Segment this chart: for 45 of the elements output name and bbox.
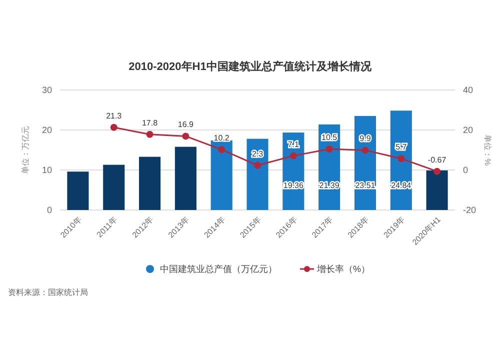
- y2-axis-title: 单位：%: [483, 134, 492, 166]
- y-tick-label: 10: [42, 165, 52, 175]
- y-tick-label: 0: [46, 205, 52, 215]
- bar: [139, 156, 161, 210]
- data-label: 5.7: [396, 142, 408, 152]
- bar: [67, 172, 89, 210]
- y2-tick-label: 0: [463, 165, 468, 175]
- point: [146, 130, 154, 138]
- legend-label: 中国建筑业总产值（万亿元）: [160, 264, 277, 274]
- data-label: 19.36: [283, 181, 304, 190]
- data-label: 7.1: [288, 140, 300, 149]
- y2-tick-label: 20: [463, 125, 474, 135]
- bar: [103, 164, 125, 210]
- bar: [210, 140, 232, 210]
- data-label: 24.84: [391, 181, 412, 190]
- data-label: 16.9: [178, 120, 194, 130]
- point: [182, 132, 190, 140]
- data-label: 21.39: [319, 181, 340, 190]
- y2-tick-label: -20: [463, 205, 476, 215]
- point: [290, 152, 297, 160]
- point: [398, 155, 405, 162]
- y-axis-title: 单位：万亿元: [21, 126, 30, 174]
- point: [254, 162, 261, 169]
- point: [434, 168, 441, 175]
- point: [110, 124, 118, 131]
- data-label: 17.8: [142, 118, 158, 128]
- data-label: 10.2: [214, 134, 230, 143]
- bar: [246, 138, 268, 210]
- data-label: 23.51: [355, 181, 376, 190]
- point: [326, 146, 333, 152]
- chart-title: 2010-2020年H1中国建筑业总产值统计及增长情况: [128, 60, 372, 73]
- data-label: 2.3: [252, 149, 264, 158]
- data-label: 10.5: [322, 133, 338, 142]
- y2-tick-label: 40: [463, 85, 474, 95]
- data-label: -0.67: [428, 155, 447, 164]
- data-label: 9.9: [360, 134, 372, 144]
- bar: [174, 146, 196, 210]
- y-tick-label: 20: [42, 125, 52, 135]
- point: [362, 146, 369, 154]
- point: [218, 146, 226, 154]
- y-tick-label: 30: [42, 85, 52, 95]
- data-label: 21.3: [106, 111, 122, 120]
- legend-label: 增长率（%）: [316, 264, 370, 274]
- bar: [426, 170, 448, 210]
- text: 资料来源：国家统计局: [8, 288, 88, 297]
